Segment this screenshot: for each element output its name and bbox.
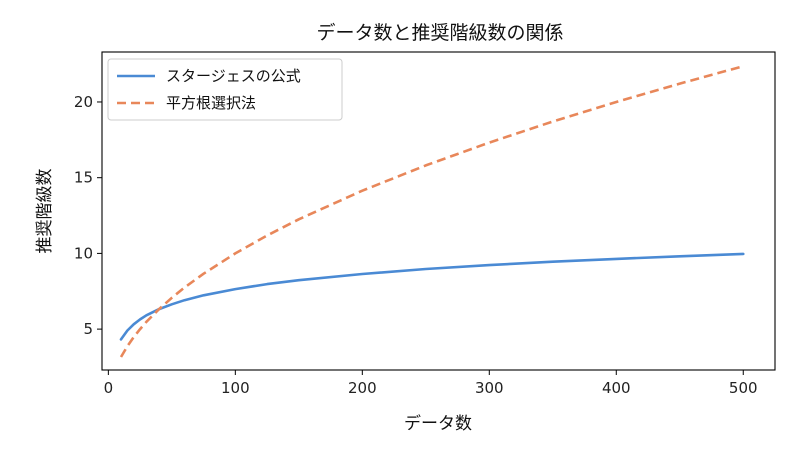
legend-label-sturges: スタージェスの公式 — [166, 67, 301, 85]
x-tick-label: 300 — [475, 379, 504, 397]
x-axis-label: データ数 — [404, 413, 472, 434]
plot-frame — [101, 51, 776, 371]
y-tick-label: 5 — [83, 320, 93, 338]
x-axis-ticks: 0 100 200 300 400 500 — [104, 370, 758, 397]
x-tick-label: 200 — [348, 379, 377, 397]
y-tick-label: 15 — [74, 169, 93, 187]
y-tick-label: 10 — [74, 244, 93, 262]
chart-title: データ数と推奨階級数の関係 — [316, 22, 563, 44]
series-line-1 — [119, 64, 744, 358]
y-axis-label: 推奨階級数 — [35, 169, 55, 254]
legend: スタージェスの公式 平方根選択法 — [107, 58, 343, 121]
legend-box — [107, 58, 343, 121]
y-tick-label: 20 — [74, 93, 93, 111]
x-tick-label: 0 — [104, 379, 114, 397]
series-line-0 — [119, 252, 745, 341]
plot-lines — [119, 64, 745, 358]
x-tick-label: 400 — [602, 379, 631, 397]
x-tick-label: 100 — [221, 379, 250, 397]
y-axis-ticks: 5 10 15 20 — [74, 93, 102, 338]
x-tick-label: 500 — [729, 379, 758, 397]
legend-label-sqrt: 平方根選択法 — [166, 94, 256, 112]
